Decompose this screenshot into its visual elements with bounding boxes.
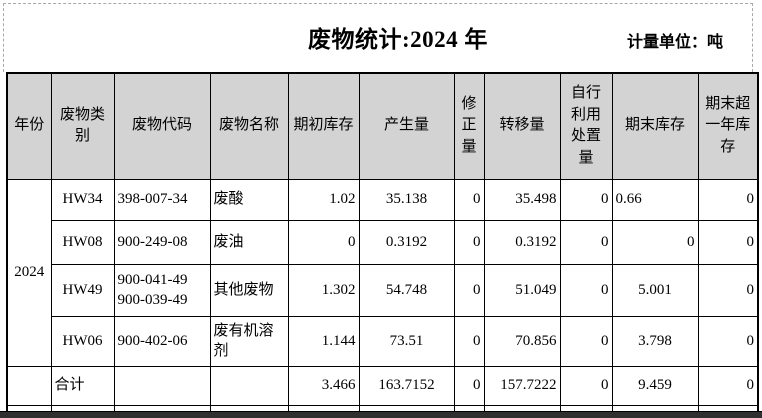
closing-stock-total-cell: 9.459 — [611, 365, 699, 406]
generated-cell: 54.748 — [358, 263, 455, 317]
opening-stock-total-cell: 3.466 — [287, 365, 360, 406]
col-header-name: 废物名称 — [209, 72, 289, 180]
col-header-self-disposal: 自行利用处置量 — [559, 72, 613, 180]
unit-label: 计量单位：吨 — [627, 34, 724, 51]
bottom-edge-bar — [0, 411, 762, 418]
transferred-cell: 35.498 — [483, 178, 561, 221]
code-cell: 900-041-49 900-039-49 — [113, 263, 211, 317]
code-cell: 900-402-06 — [113, 315, 211, 367]
report-title: 废物统计:2024 年 — [308, 27, 488, 52]
print-margin-frame — [3, 3, 753, 72]
opening-stock-cell: 1.302 — [287, 263, 360, 317]
transferred-cell: 0.3192 — [483, 219, 561, 265]
generated-total-cell: 163.7152 — [358, 365, 455, 406]
waste-statistics-table: 年份 废物类别 废物代码 废物名称 期初库存 产生量 修正量 转移量 自行利用处… — [6, 72, 759, 414]
col-header-code: 废物代码 — [113, 72, 211, 180]
self-disposal-cell: 0 — [559, 219, 613, 265]
transferred-total-cell: 157.7222 — [483, 365, 561, 406]
code-cell-empty — [113, 365, 211, 406]
correction-cell: 0 — [453, 315, 485, 367]
name-cell: 废有机溶剂 — [209, 315, 289, 367]
category-cell: HW06 — [50, 315, 115, 367]
generated-cell: 73.51 — [358, 315, 455, 367]
col-header-year: 年份 — [6, 72, 52, 180]
code-cell: 398-007-34 — [113, 178, 211, 221]
closing-stock-cell: 3.798 — [611, 315, 699, 367]
generated-cell: 0.3192 — [358, 219, 455, 265]
total-label-cell: 合计 — [50, 365, 115, 406]
over-one-year-total-cell: 0 — [697, 365, 759, 406]
table-header-row: 年份 废物类别 废物代码 废物名称 期初库存 产生量 修正量 转移量 自行利用处… — [6, 72, 759, 180]
name-cell: 废酸 — [209, 178, 289, 221]
name-cell: 其他废物 — [209, 263, 289, 317]
category-cell: HW08 — [50, 219, 115, 265]
closing-stock-cell: 0.66 — [611, 178, 699, 221]
closing-stock-cell: 0 — [611, 219, 699, 265]
name-cell: 废油 — [209, 219, 289, 265]
correction-cell: 0 — [453, 178, 485, 221]
transferred-cell: 51.049 — [483, 263, 561, 317]
self-disposal-cell: 0 — [559, 263, 613, 317]
correction-total-cell: 0 — [453, 365, 485, 406]
year-cell: 2024 — [6, 178, 52, 367]
over-one-year-cell: 0 — [697, 178, 759, 221]
table-row: 2024 HW34 398-007-34 废酸 1.02 35.138 0 35… — [6, 178, 759, 367]
self-disposal-total-cell: 0 — [559, 365, 613, 406]
col-header-generated: 产生量 — [358, 72, 455, 180]
closing-stock-cell: 5.001 — [611, 263, 699, 317]
code-cell: 900-249-08 — [113, 219, 211, 265]
over-one-year-cell: 0 — [697, 315, 759, 367]
transferred-cell: 70.856 — [483, 315, 561, 367]
category-cell: HW34 — [50, 178, 115, 221]
self-disposal-cell: 0 — [559, 178, 613, 221]
name-cell-empty — [209, 365, 289, 406]
col-header-closing-stock: 期末库存 — [611, 72, 699, 180]
col-header-transferred: 转移量 — [483, 72, 561, 180]
opening-stock-cell: 1.144 — [287, 315, 360, 367]
correction-cell: 0 — [453, 263, 485, 317]
col-header-category: 废物类别 — [50, 72, 115, 180]
opening-stock-cell: 0 — [287, 219, 360, 265]
generated-cell: 35.138 — [358, 178, 455, 221]
total-row: 合计 3.466 163.7152 0 157.7222 0 9.459 0 — [6, 365, 759, 406]
col-header-over-one-year-stock: 期末超一年库存 — [697, 72, 759, 180]
table-row: HW49 900-041-49 900-039-49 其他废物 1.302 54… — [7, 263, 759, 317]
category-cell: HW49 — [50, 263, 115, 317]
over-one-year-cell: 0 — [697, 263, 759, 317]
col-header-correction: 修正量 — [453, 72, 485, 180]
correction-cell: 0 — [453, 219, 485, 265]
opening-stock-cell: 1.02 — [287, 178, 360, 221]
col-header-opening-stock: 期初库存 — [287, 72, 360, 180]
over-one-year-cell: 0 — [697, 219, 759, 265]
table-row: HW08 900-249-08 废油 0 0.3192 0 0.3192 0 0… — [7, 219, 759, 265]
table-row: HW06 900-402-06 废有机溶剂 1.144 73.51 0 70.8… — [7, 315, 759, 367]
self-disposal-cell: 0 — [559, 315, 613, 367]
year-cell-empty — [6, 365, 52, 406]
